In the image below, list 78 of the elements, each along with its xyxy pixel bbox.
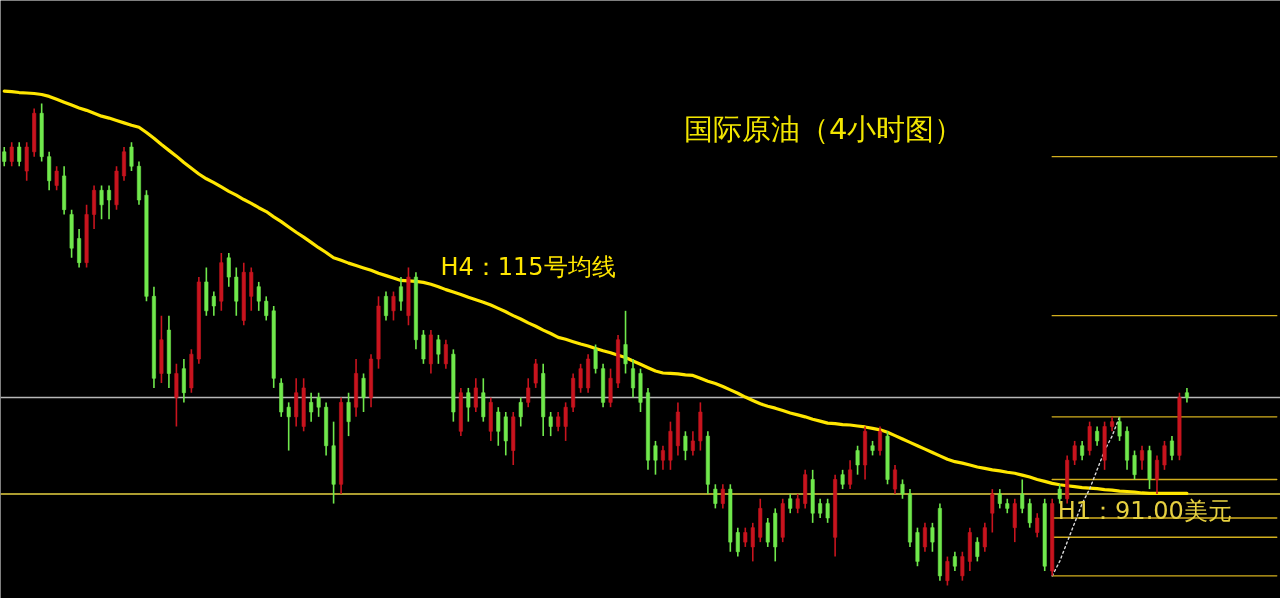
candlestick	[9, 141, 14, 168]
candlestick	[556, 411, 561, 433]
candlestick	[720, 483, 725, 510]
candlestick	[316, 391, 321, 418]
candlestick	[997, 488, 1002, 510]
candlestick	[1155, 454, 1159, 495]
candlestick	[107, 184, 112, 221]
candlestick	[286, 401, 291, 452]
candlestick	[690, 430, 695, 457]
candlestick	[17, 141, 22, 168]
candlestick	[1132, 449, 1137, 481]
candlestick	[795, 493, 800, 515]
candlestick	[713, 483, 718, 510]
candlestick	[1072, 440, 1077, 466]
candlestick	[945, 555, 950, 587]
candlestick	[54, 165, 59, 192]
candlestick	[256, 281, 261, 312]
series-label: H4：115号均线	[440, 252, 616, 281]
candlestick	[743, 526, 748, 548]
candlestick	[840, 469, 845, 490]
candlestick	[878, 425, 883, 457]
candlestick	[436, 334, 441, 365]
candlestick	[982, 522, 987, 553]
candlestick	[893, 464, 897, 495]
candlestick	[211, 290, 216, 317]
candlestick	[653, 440, 658, 476]
candlestick	[578, 363, 583, 394]
candlestick	[526, 377, 531, 408]
candlestick	[496, 406, 501, 447]
candlestick	[264, 295, 269, 322]
candlestick	[518, 396, 523, 428]
candlestick	[660, 444, 665, 471]
candlestick	[1080, 440, 1085, 461]
candlestick	[788, 493, 793, 515]
candlestick	[391, 290, 396, 322]
candlestick	[1057, 483, 1062, 505]
candlestick	[309, 391, 314, 423]
candlestick	[1020, 478, 1025, 515]
candlestick	[818, 497, 823, 519]
candlestick	[848, 459, 853, 490]
candlestick	[593, 343, 598, 375]
candlestick	[398, 276, 403, 312]
candlestick	[1169, 435, 1174, 461]
candlestick	[1027, 497, 1032, 529]
candlestick	[361, 372, 366, 413]
candlestick	[563, 401, 568, 442]
candlestick	[825, 497, 830, 524]
candlestick	[952, 550, 957, 572]
candlestick	[750, 522, 755, 563]
candlestick	[466, 387, 471, 423]
candlestick	[631, 358, 635, 399]
candlestick	[2, 146, 7, 168]
candlestick	[930, 522, 935, 553]
candlestick	[765, 517, 770, 548]
candlestick	[533, 358, 538, 389]
candlestick	[960, 550, 965, 582]
candlestick	[384, 290, 388, 322]
candlestick	[548, 411, 553, 437]
candlestick	[226, 252, 231, 288]
candlestick	[683, 430, 688, 461]
candlestick	[990, 488, 995, 534]
chart-title: 国际原油（4小时图）	[684, 111, 964, 146]
candlestick	[900, 478, 905, 500]
candlestick	[473, 377, 478, 413]
candlestick	[623, 310, 628, 375]
candlestick	[346, 391, 351, 437]
candlestick	[1035, 512, 1040, 539]
candlestick	[443, 338, 448, 370]
candlestick	[1140, 444, 1144, 471]
candlestick	[99, 184, 104, 221]
candlestick	[855, 444, 860, 476]
candlestick	[975, 536, 980, 563]
candlestick	[129, 141, 134, 172]
candlestick	[922, 522, 927, 553]
candlestick	[1095, 425, 1100, 447]
candlestick	[1162, 440, 1167, 471]
candlestick	[735, 526, 740, 558]
candlestick	[1117, 416, 1122, 442]
